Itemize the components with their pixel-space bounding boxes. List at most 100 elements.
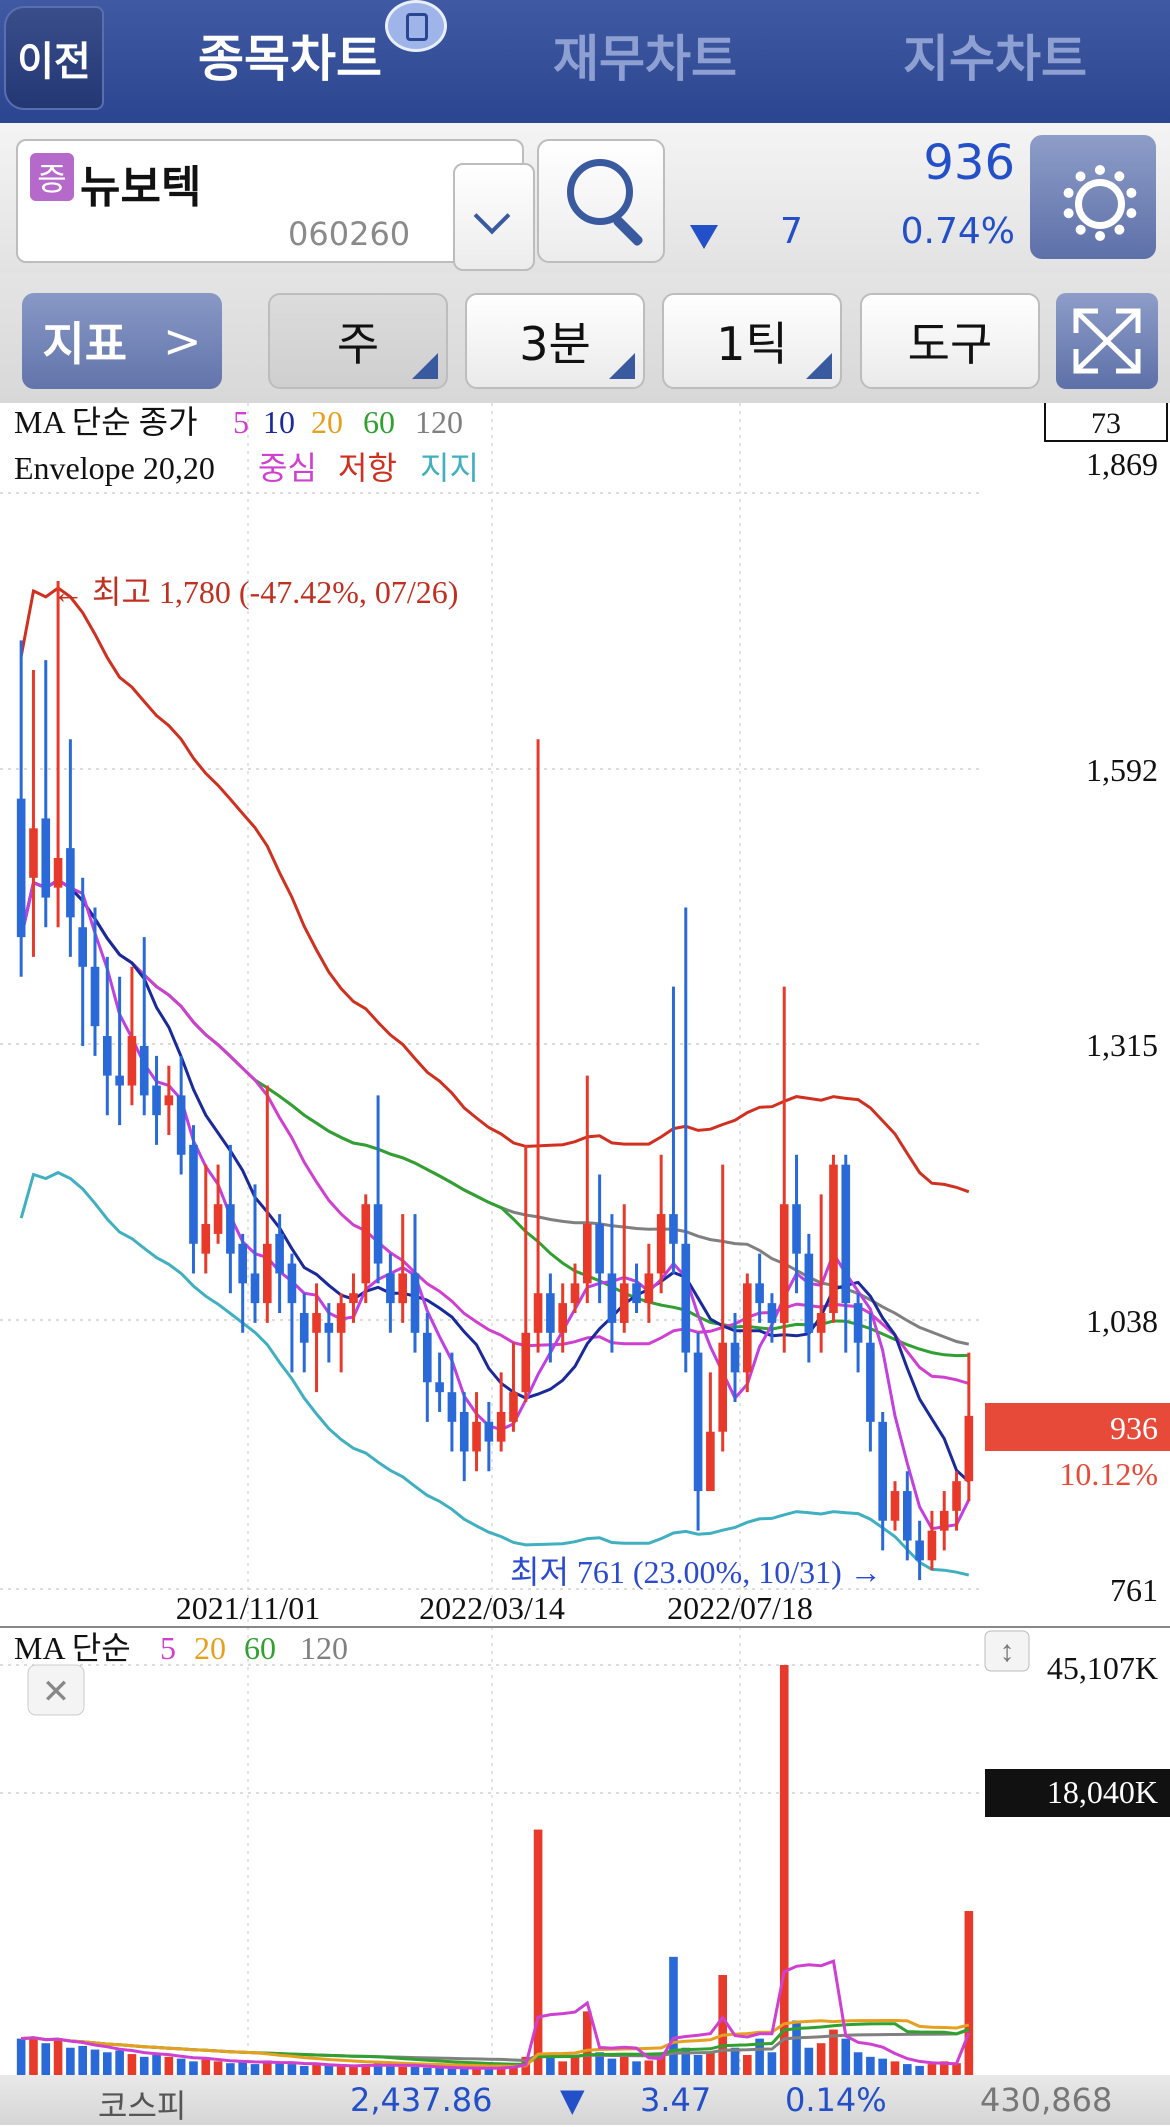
volume-bar [878,2058,887,2075]
volume-bar [890,2061,900,2075]
candle-body [16,798,26,938]
volume-bar [189,2061,198,2075]
back-button[interactable]: 이전 [4,6,104,110]
search-button[interactable] [537,139,665,263]
candle-body [853,1303,863,1343]
volume-bar [361,2064,371,2075]
candle-body [607,1273,617,1323]
x-tick-label: 2022/03/14 [419,1590,565,1626]
volume-bar [139,2056,149,2075]
price-change-pct: 0.74% [900,211,1015,252]
volume-bar [299,2065,309,2075]
minute-label: 3분 [519,317,591,371]
candle-body [386,1273,395,1304]
candle-body [509,1392,518,1422]
history-badge-icon[interactable] [385,0,447,52]
stock-selector[interactable]: 증 뉴보텍 060260 [16,139,535,271]
volume-bar [324,2065,334,2075]
candle-body [176,1095,186,1155]
candle-body [656,1214,666,1274]
candle-body [484,1421,494,1442]
expand-button[interactable] [1056,293,1158,389]
volume-legend-period: 5 [160,1630,176,1666]
market-index-bar: 코스피 2,437.86 ▼ 3.47 0.14% 430,868 [0,2075,1170,2125]
volume-bar [595,2052,604,2075]
minute-interval-button[interactable]: 3분 [465,293,645,389]
candle-body [361,1204,371,1284]
candle-body [669,1214,678,1244]
candle-body [435,1382,444,1393]
ma-legend-period: 20 [311,404,343,440]
candle-body [693,1352,703,1492]
resize-handle[interactable] [984,1630,1030,1672]
volume-bar [816,2043,826,2075]
candle-body [952,1481,961,1511]
candle-body [250,1273,260,1304]
down-arrow-icon: ▼ [560,2081,585,2119]
candle-body [324,1322,334,1333]
candle-body [189,1144,198,1244]
volume-bar [41,2043,51,2075]
volume-bar [447,2068,457,2075]
gear-icon [1062,165,1138,241]
tab-index-chart[interactable]: 지수차트 [903,30,1087,88]
indicator-button[interactable]: 지표 > [22,293,222,389]
candle-body [459,1411,469,1452]
volume-bar [656,2055,666,2075]
dropdown-corner-icon [412,353,438,379]
price-change: 7 [780,211,803,252]
volume-ma120-line [21,2028,970,2063]
down-arrow-icon [690,225,718,249]
candle-body [201,1223,211,1254]
volume-bar [213,2061,223,2075]
volume-bar [743,2055,752,2075]
tools-button[interactable]: 도구 [860,293,1040,389]
volume-bar [423,2067,432,2075]
expand-icon [1073,308,1141,374]
ma-legend-period: 60 [363,404,395,440]
candle-body [287,1263,297,1304]
volume-bar [349,2066,358,2075]
chevron-right-icon: > [163,314,202,368]
candle-body [299,1313,309,1343]
candle-body [152,1085,161,1116]
volume-bar [779,1665,789,2075]
volume-bar [115,2050,124,2075]
volume-max-label: 45,107K [1047,1650,1158,1686]
volume-bar [927,2064,937,2075]
candle-body [533,1293,543,1333]
candle-body [139,1045,149,1096]
candle-body [546,1293,555,1333]
candle-body [213,1204,223,1234]
envelope-resistance-line [19,586,970,1194]
candle-body [447,1392,457,1422]
envelope-legend-center: 중심 [258,450,317,486]
volume-bar [693,2055,703,2075]
settings-button[interactable] [1030,135,1156,259]
candle-body [816,1313,826,1333]
candle-body [115,1075,124,1086]
volume-bar [16,2038,26,2075]
chevron-down-icon[interactable] [453,163,535,271]
candle-body [583,1223,592,1284]
period-label: 주 [336,317,380,371]
tick-interval-button[interactable]: 1틱 [662,293,842,389]
candle-body [349,1293,358,1304]
close-volume-button[interactable] [27,1664,85,1716]
dropdown-corner-icon [806,353,832,379]
search-icon-handle [611,214,645,248]
period-weekly-button[interactable]: 주 [268,293,448,389]
envelope-legend-support: 지지 [420,450,479,486]
volume-bar [706,2052,715,2075]
volume-legend-period: 120 [300,1630,348,1666]
index-value: 2,437.86 [350,2081,493,2119]
chart-toolbar: 지표 > 주 3분 1틱 도구 [0,273,1170,403]
tab-financial-chart[interactable]: 재무차트 [553,30,737,88]
corner-value: 73 [1091,407,1121,440]
volume-bar [546,2055,555,2075]
x-tick-label: 2022/07/18 [667,1590,813,1626]
volume-bar [459,2068,469,2075]
price-chart[interactable]: 1,869 1,592 1,315 1,038 761 73 2021/11/01 2022/… [0,403,1170,2083]
volume-bar [804,2047,814,2075]
tab-stock-chart[interactable]: 종목차트 [198,30,382,88]
